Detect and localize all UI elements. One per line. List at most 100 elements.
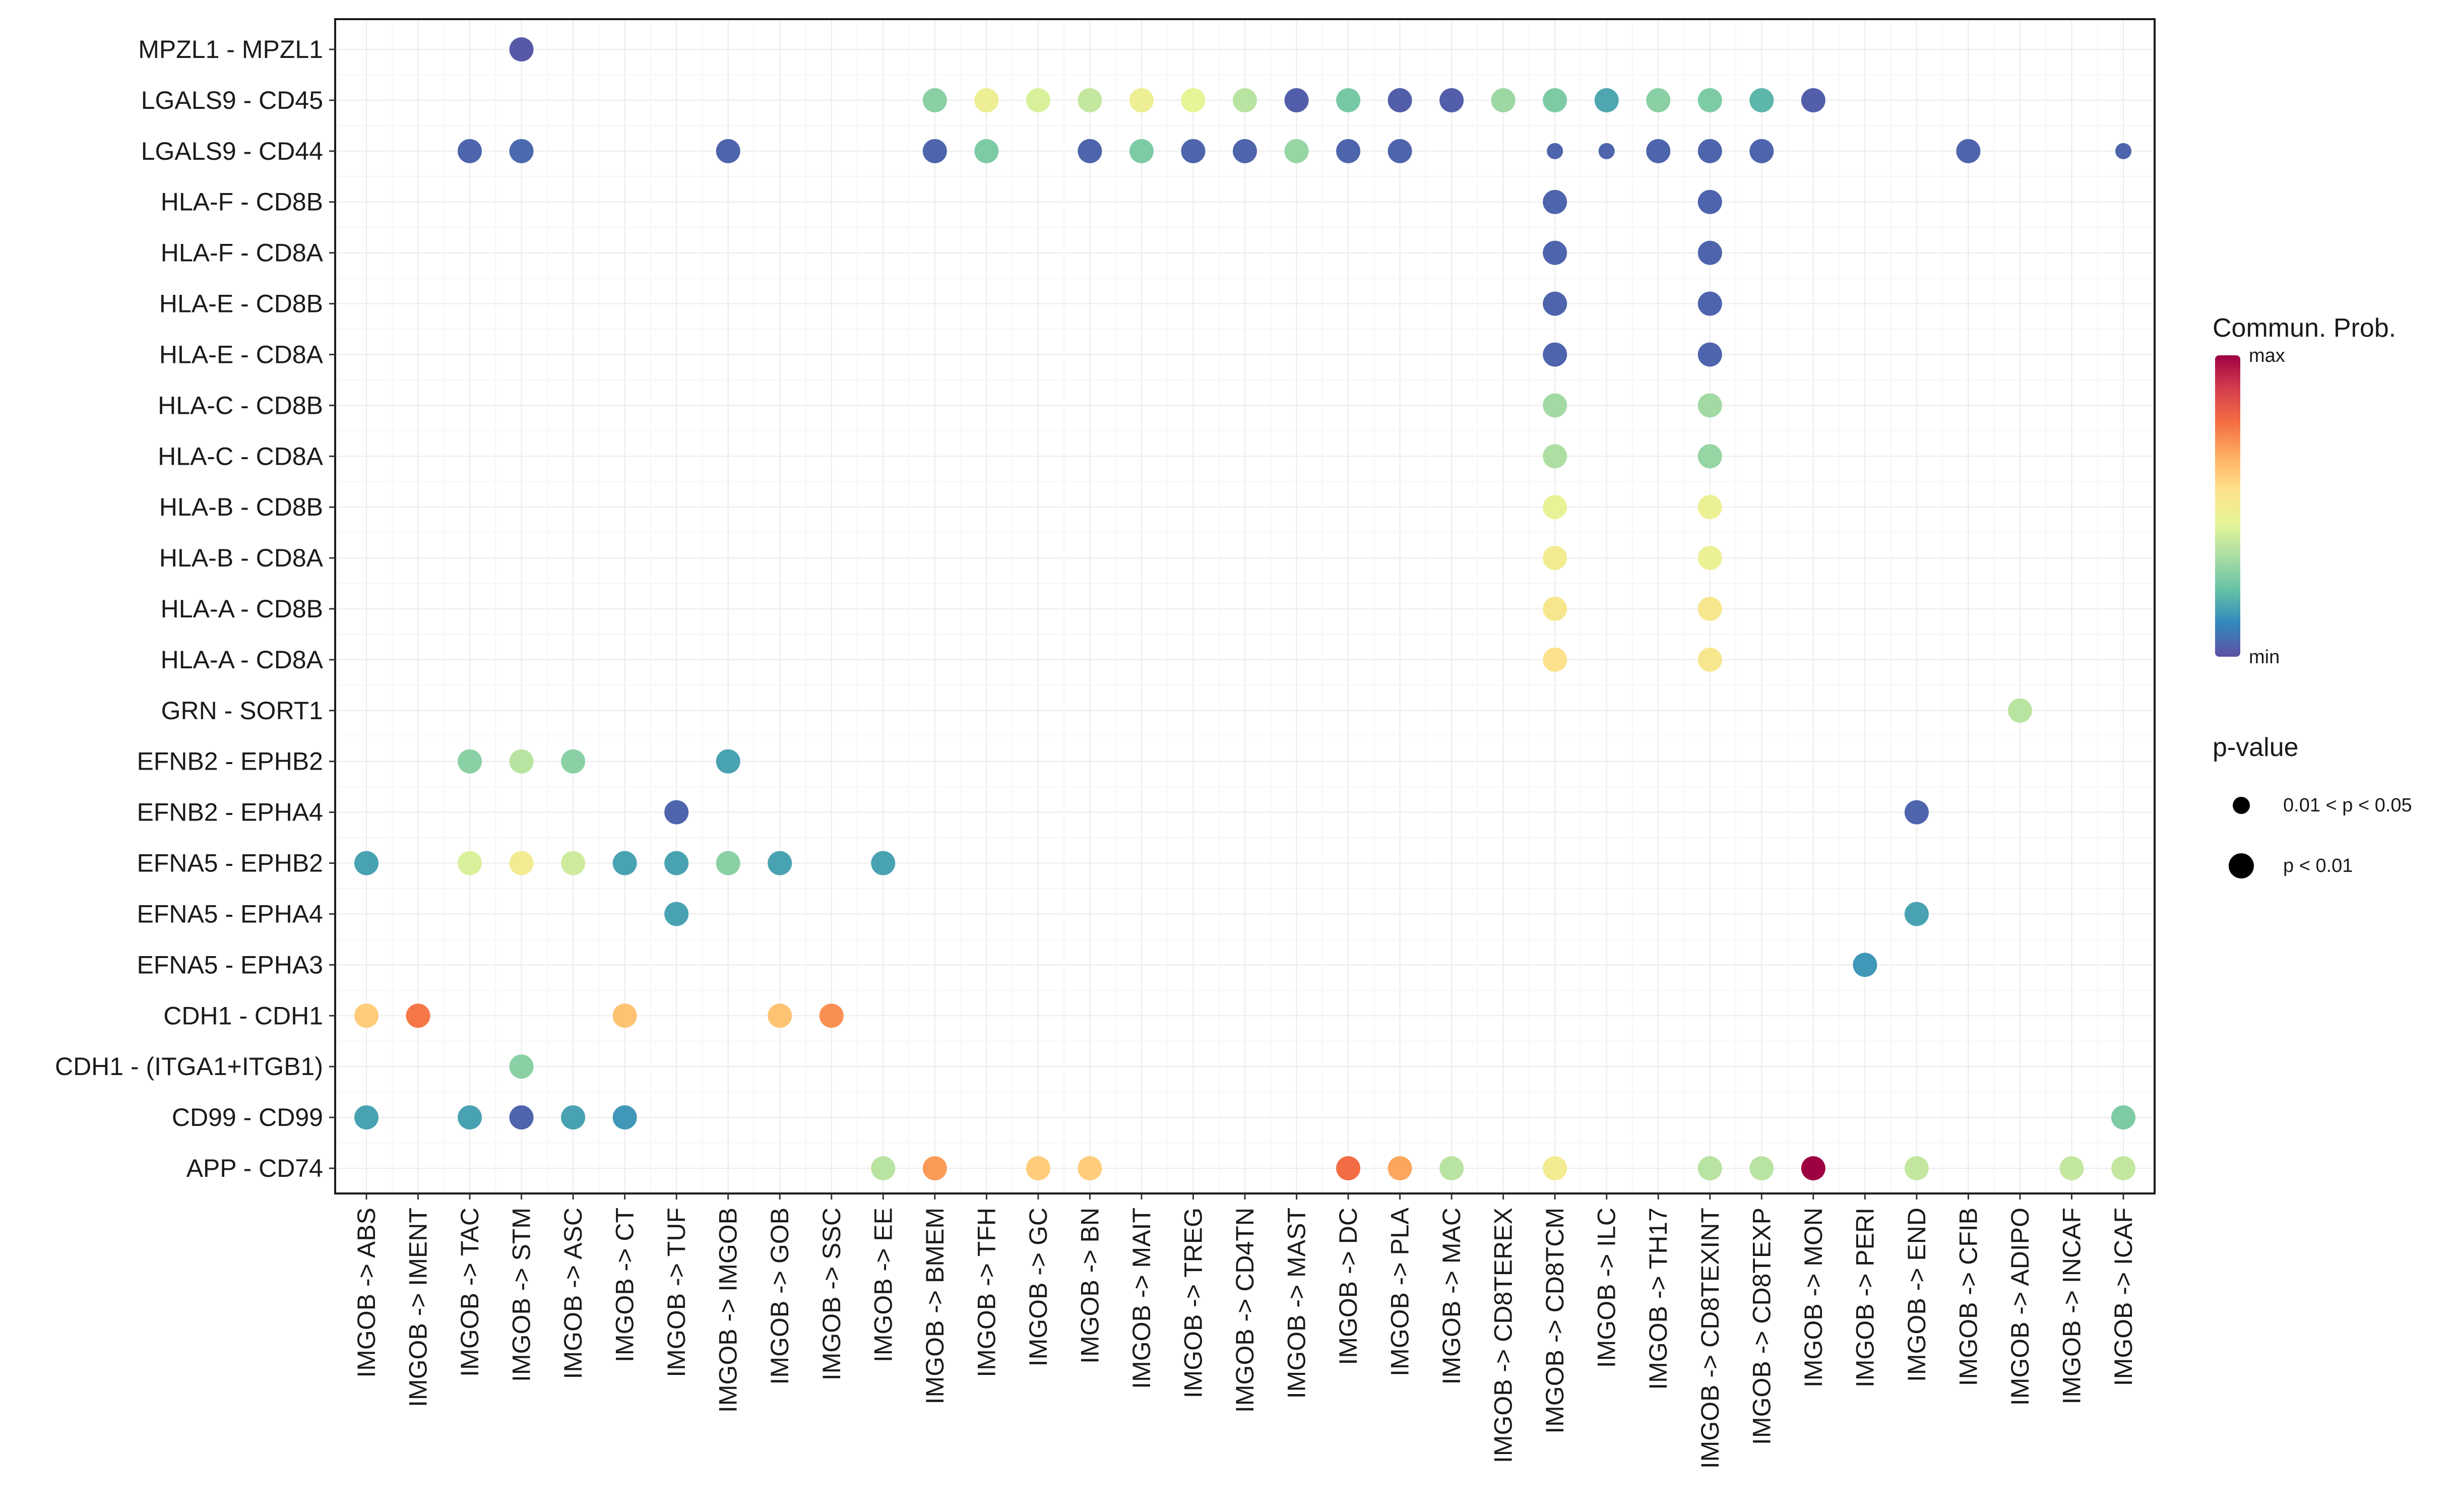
dot-app-cd74-cd8tcm [1543,1156,1567,1180]
size-legend-title: p-value [2213,733,2299,762]
size-legend-large-dot [2229,853,2254,878]
dot-efnb2-ephb2-asc [561,749,586,774]
dot-lgals9-cd45-cd8tcm [1543,88,1567,112]
legend: Commun. Prob. max min p-value 0.01 < p <… [2213,313,2412,878]
dot-efna5-ephb2-abs [354,851,379,875]
column-label: IMGOB -> TAC [456,1208,484,1377]
size-legend-small-dot [2233,797,2250,814]
row-label: CD99 - CD99 [172,1103,323,1131]
dot-efna5-ephb2-asc [561,851,586,875]
dot-hla-e-cd8a-cd8tcm [1543,342,1567,367]
dot-efna5-ephb2-ct [612,851,637,875]
column-label: IMGOB -> PLA [1386,1207,1414,1376]
dot-lgals9-cd44-th17 [1646,139,1671,163]
column-label: IMGOB -> IMGOB [714,1208,742,1413]
column-label: IMGOB -> BN [1076,1208,1104,1364]
data-points [354,37,2135,1180]
dot-efnb2-epha4-end [1904,800,1929,825]
dot-app-cd74-gc [1026,1156,1050,1180]
dot-hla-a-cd8b-cd8texint [1697,597,1722,621]
row-label: HLA-E - CD8A [159,340,324,368]
column-label: IMGOB -> MAST [1283,1208,1311,1399]
dot-cdh1-cdh1-ssc [819,1003,844,1028]
column-label: IMGOB -> TUF [662,1208,690,1377]
row-label: EFNA5 - EPHA4 [137,900,323,928]
dot-lgals9-cd44-tfh [974,139,999,163]
dot-app-cd74-cd8texp [1749,1156,1774,1180]
dot-app-cd74-mac [1439,1156,1464,1180]
column-label: IMGOB -> ASC [559,1208,587,1379]
column-label: IMGOB -> CD8TEXINT [1696,1208,1724,1469]
grid-lines [335,19,2155,1193]
color-legend-title: Commun. Prob. [2213,313,2396,343]
dot-lgals9-cd45-treg [1181,88,1206,112]
dot-lgals9-cd45-bmem [922,88,947,112]
row-label: APP - CD74 [186,1154,323,1182]
color-scale-bar [2215,355,2240,657]
column-label: IMGOB -> CT [611,1208,639,1362]
row-label: CDH1 - (ITGA1+ITGB1) [55,1052,323,1081]
dot-lgals9-cd45-th17 [1646,88,1671,112]
dot-lgals9-cd45-ilc [1594,88,1619,112]
row-label: HLA-A - CD8A [161,646,324,674]
column-label: IMGOB -> END [1903,1208,1931,1382]
row-label: HLA-C - CD8B [158,391,323,419]
dot-lgals9-cd44-imgob [716,139,740,163]
dot-lgals9-cd44-cd4tn [1233,139,1257,163]
dot-lgals9-cd45-cd4tn [1233,88,1257,112]
dot-app-cd74-cd8texint [1697,1156,1722,1180]
dot-hla-e-cd8b-cd8texint [1697,291,1722,316]
dot-lgals9-cd45-tfh [974,88,999,112]
column-label: IMGOB -> BMEM [921,1208,949,1404]
size-legend-small-label: 0.01 < p < 0.05 [2283,795,2412,816]
dot-lgals9-cd44-cd8texint [1697,139,1722,163]
dot-mpzl1-mpzl1-stm [509,37,534,61]
column-label: IMGOB -> INCAF [2057,1208,2086,1404]
row-label: EFNA5 - EPHB2 [137,849,323,877]
row-label: HLA-E - CD8B [159,290,323,318]
dot-hla-f-cd8a-cd8texint [1697,240,1722,265]
row-label: GRN - SORT1 [161,697,323,725]
column-label: IMGOB -> GC [1024,1208,1052,1366]
row-label: CDH1 - CDH1 [163,1001,323,1030]
dot-lgals9-cd45-cd8texp [1749,88,1774,112]
column-label: IMGOB -> MAIT [1127,1208,1156,1389]
dot-app-cd74-end [1904,1156,1929,1180]
row-label: MPZL1 - MPZL1 [138,35,323,64]
column-label: IMGOB -> CD8TEXP [1747,1208,1776,1445]
dot-efna5-ephb2-imgob [716,851,740,875]
dot-lgals9-cd45-mait [1129,88,1154,112]
dot-efna5-epha4-tuf [664,902,689,926]
dot-lgals9-cd45-mon [1801,88,1825,112]
column-label: IMGOB -> PERI [1851,1208,1879,1388]
dot-hla-b-cd8a-cd8tcm [1543,546,1567,571]
row-label: EFNB2 - EPHA4 [137,798,323,827]
row-label: HLA-F - CD8B [161,188,323,216]
dot-cd99-cd99-stm [509,1105,534,1130]
dot-efna5-ephb2-stm [509,851,534,875]
dot-app-cd74-bmem [922,1156,947,1180]
color-legend-min: min [2249,647,2280,668]
dot-cd99-cd99-tac [458,1105,482,1130]
dot-app-cd74-incaf [2059,1156,2084,1180]
dot-cdh1-cdh1-ct [612,1003,637,1028]
dot-lgals9-cd45-cd8texint [1697,88,1722,112]
dot-lgals9-cd45-mac [1439,88,1464,112]
dot-lgals9-cd44-treg [1181,139,1206,163]
dot-hla-f-cd8b-cd8texint [1697,190,1722,214]
row-label: LGALS9 - CD45 [141,86,323,114]
dot-lgals9-cd45-mast [1284,88,1309,112]
column-label: IMGOB -> MAC [1437,1208,1466,1384]
column-label: IMGOB -> GOB [766,1208,794,1384]
dot-hla-f-cd8a-cd8tcm [1543,240,1567,265]
dot-hla-e-cd8b-cd8tcm [1543,291,1567,316]
dot-hla-c-cd8a-cd8texint [1697,444,1722,469]
dot-efna5-ephb2-gob [768,851,792,875]
dot-lgals9-cd45-cd8terex [1491,88,1516,112]
dot-hla-b-cd8b-cd8texint [1697,495,1722,520]
color-legend-max: max [2249,345,2285,366]
row-label: HLA-B - CD8A [159,544,324,572]
row-label: HLA-C - CD8A [158,442,323,470]
dot-efna5-ephb2-ee [871,851,896,875]
